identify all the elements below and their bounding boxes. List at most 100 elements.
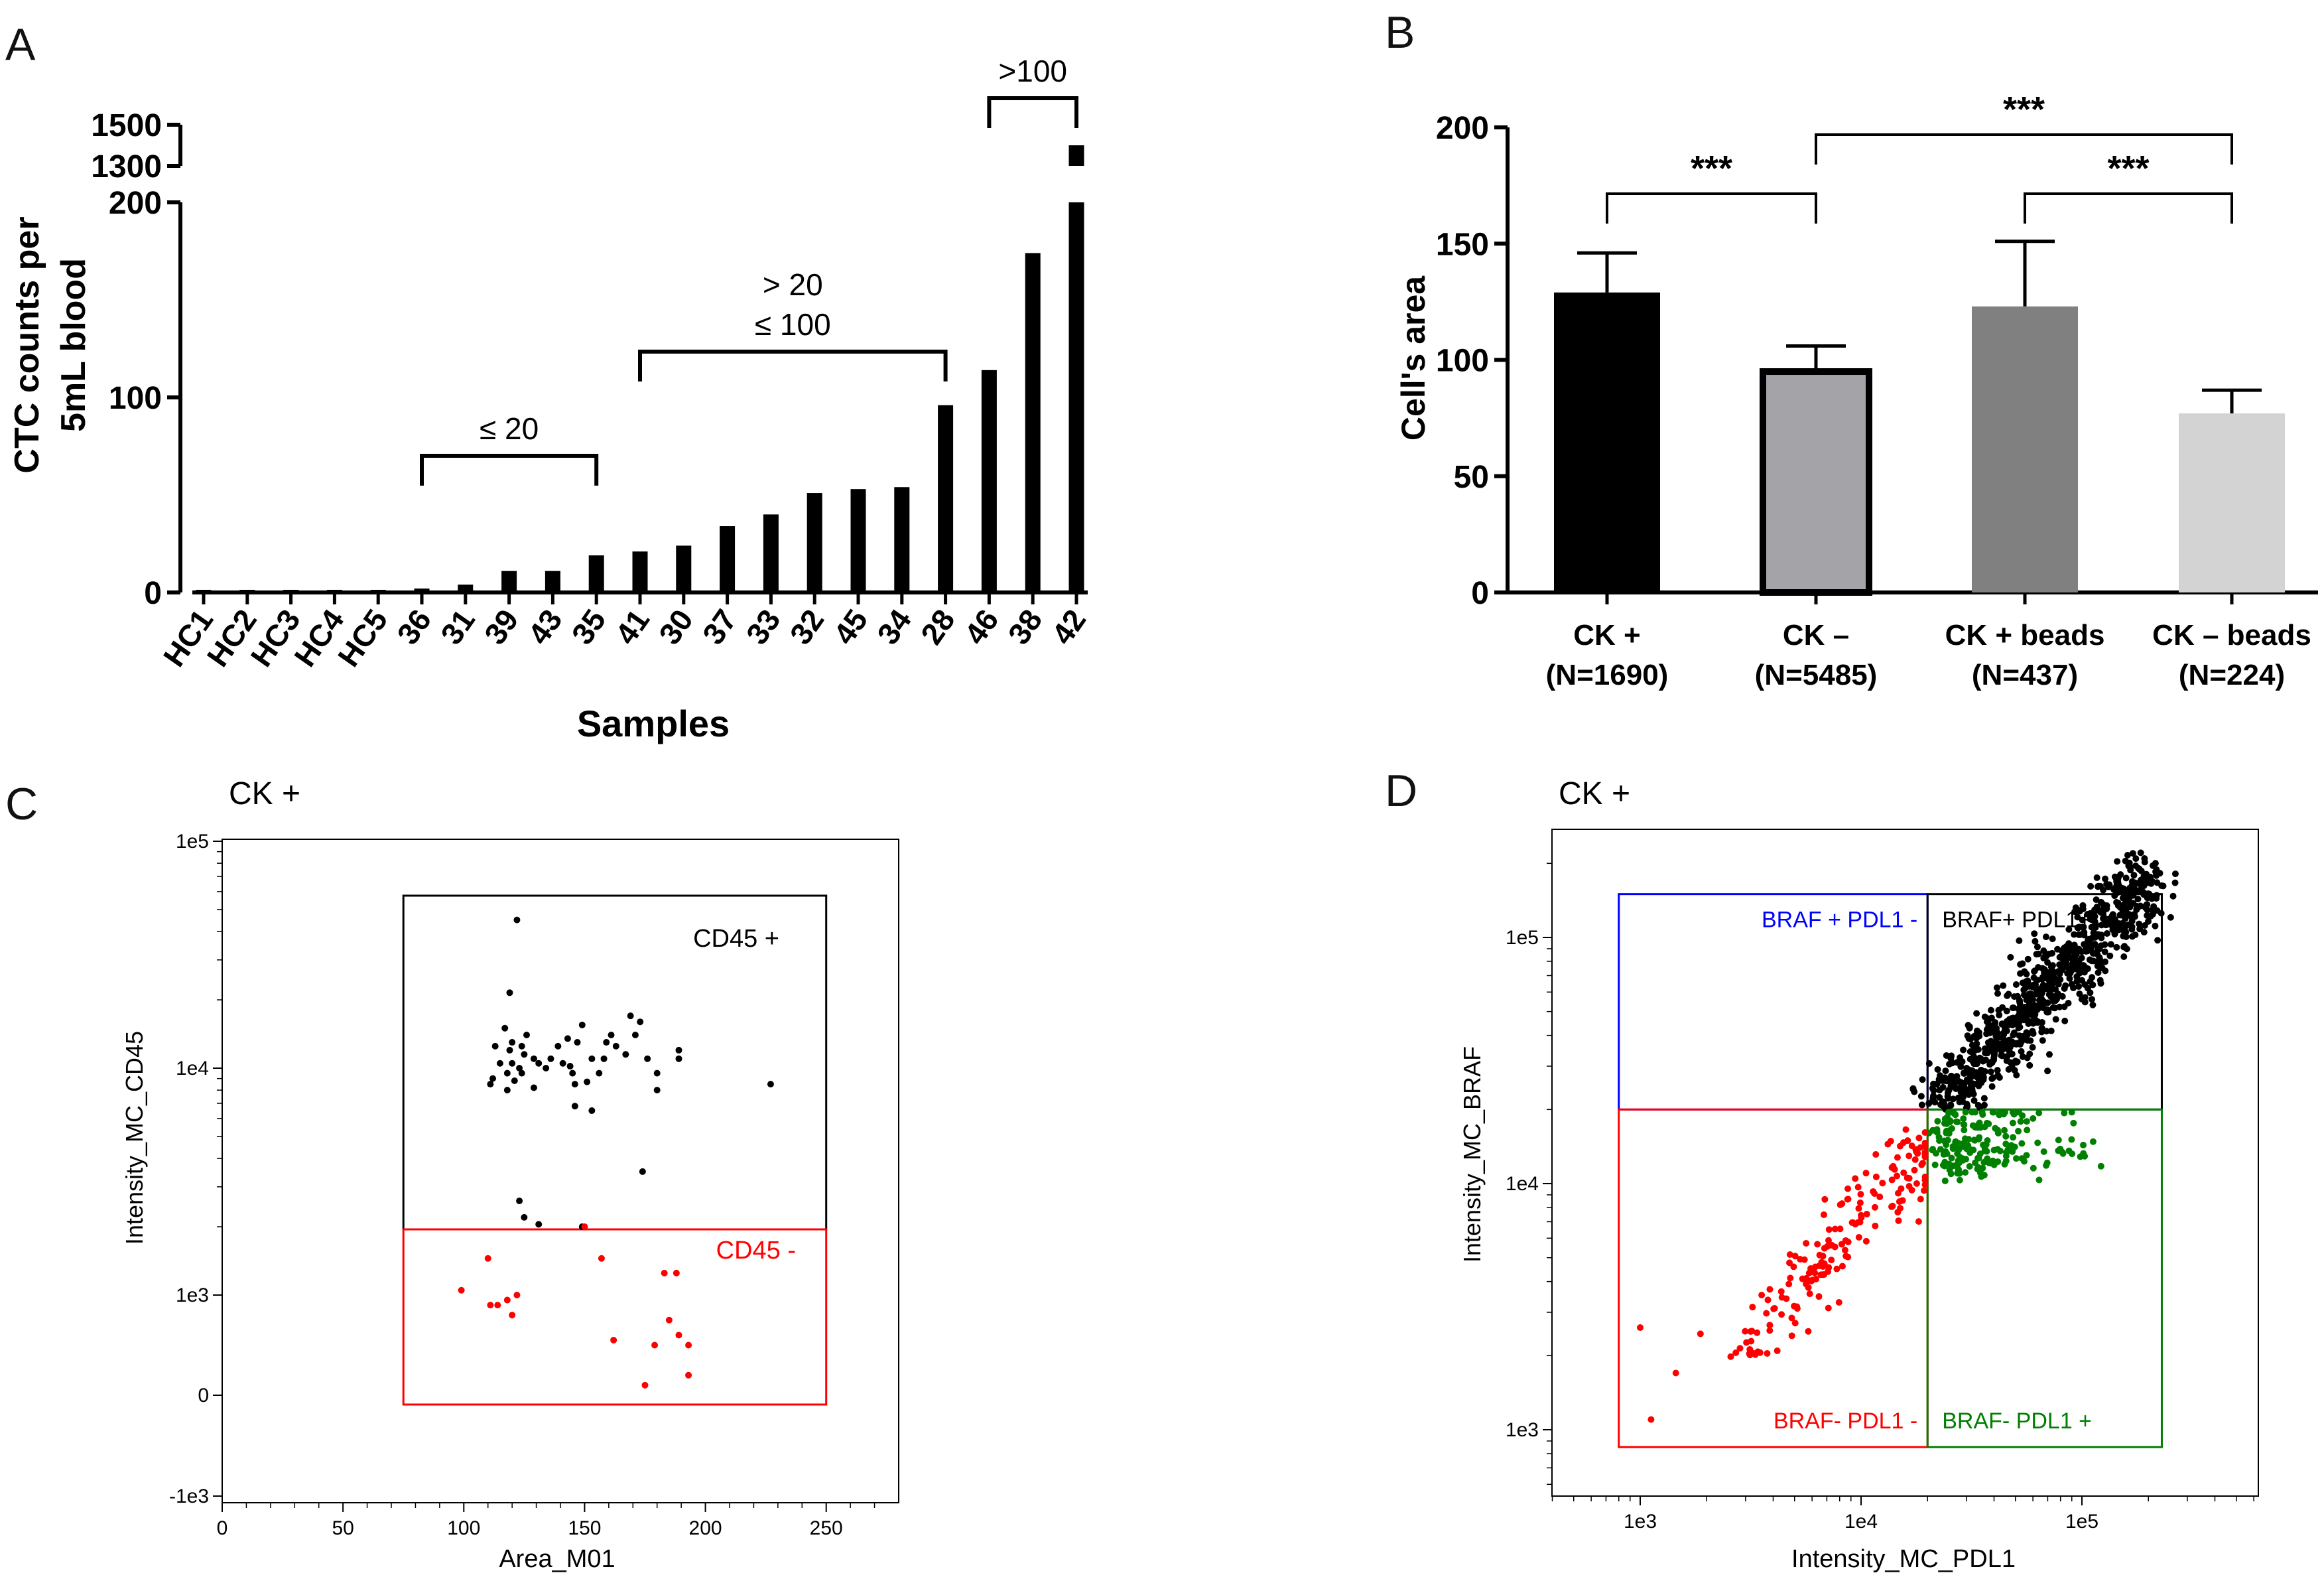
panel-c-point: [588, 1055, 596, 1062]
panel-c-point: [685, 1371, 692, 1379]
panel-d-point: [1994, 990, 2002, 997]
panel-d-point: [1727, 1353, 1734, 1360]
panel-d-xtick-label: 1e4: [1844, 1511, 1878, 1533]
panel-c-point: [581, 1223, 588, 1231]
panel-a-bar-upper: [1068, 145, 1084, 166]
panel-d-point: [1746, 1351, 1754, 1359]
panel-d-point: [1862, 1237, 1870, 1245]
panel-d-point: [1970, 1033, 1978, 1040]
panel-d-point: [1786, 1251, 1793, 1259]
panel-d-point: [1783, 1295, 1790, 1302]
panel-d-point: [1981, 1147, 1988, 1154]
panel-d-point: [1862, 1170, 1870, 1177]
panel-c-point: [530, 1084, 537, 1091]
panel-b-xtick-n: (N=1690): [1546, 659, 1669, 691]
panel-a-ytick-label: 200: [109, 186, 162, 221]
panel-a-bracket: [638, 350, 948, 381]
panel-d-point: [2007, 1059, 2014, 1066]
panel-d-frame: [1551, 829, 2259, 1497]
panel-d-point: [2128, 878, 2136, 885]
panel-d-point: [1856, 1199, 1864, 1206]
panel-d-point: [1990, 1040, 1997, 1048]
panel-d-point: [1838, 1241, 1845, 1248]
panel-d-gate-label: BRAF + PDL1 -: [1762, 908, 1917, 933]
panel-c-point: [569, 1069, 576, 1077]
panel-d-point: [2029, 1028, 2036, 1035]
panel-d-point: [1970, 1097, 1978, 1104]
panel-c-point: [506, 1046, 513, 1054]
panel-b-sig-label: ***: [1691, 149, 1732, 188]
panel-d-point: [2004, 992, 2011, 999]
panel-d-point: [2042, 933, 2049, 941]
panel-d-point: [1917, 1196, 1924, 1203]
panel-d-point: [2030, 996, 2037, 1003]
panel-d-point: [1933, 1081, 1941, 1088]
panel-c-scatter: CK + CD45 + CD45 - 0 50 100 150 200 250 -1e3 0 1e…: [121, 776, 899, 1573]
panel-d-point: [1801, 1256, 1808, 1263]
panel-a-bracket: [420, 454, 599, 486]
panel-d-point: [1900, 1169, 1907, 1176]
panel-d-point: [2012, 981, 2020, 989]
panel-d-point: [1935, 1134, 1943, 1141]
panel-d-gate-label: BRAF- PDL1 -: [1774, 1409, 1917, 1434]
panel-d-point: [1943, 1141, 1950, 1148]
panel-c-point: [675, 1332, 682, 1339]
panel-d-points: [1637, 849, 2179, 1423]
panel-d-point: [2116, 912, 2124, 919]
panel-d-ylabel: Intensity_MC_BRAF: [1458, 1046, 1486, 1263]
panel-d-point: [1758, 1291, 1766, 1298]
panel-d-point: [1913, 1180, 1920, 1187]
panel-d-point: [1962, 1135, 1969, 1142]
panel-d-point: [2024, 1127, 2031, 1134]
panel-a-bracket-label: >100: [998, 54, 1067, 88]
panel-a-ytick-label: 1500: [91, 108, 162, 143]
panel-d-point: [1929, 1097, 1937, 1104]
panel-d-point: [2067, 954, 2074, 961]
panel-c-point: [767, 1081, 774, 1088]
panel-d-point: [2030, 1164, 2037, 1172]
panel-d-point: [2015, 1024, 2022, 1032]
panel-d-point: [1911, 1156, 1919, 1163]
panel-d-point: [1921, 1176, 1929, 1184]
panel-c-gate-label: CD45 +: [693, 925, 779, 953]
panel-d-point: [2091, 933, 2098, 941]
panel-a-bar: [458, 584, 474, 592]
panel-b-sig-bracket: [2024, 192, 2233, 224]
panel-d-point: [1821, 1196, 1829, 1203]
panel-b-sig-bracket: [1606, 192, 1817, 224]
panel-c-point: [608, 1032, 615, 1039]
panel-a-bar: [763, 514, 779, 592]
panel-d-point: [2002, 1140, 2010, 1148]
panel-a-xtick-label: 36: [390, 603, 438, 651]
panel-d-point: [2089, 1138, 2097, 1145]
panel-d-point: [1959, 1093, 1967, 1100]
panel-a-xtick-label: 37: [696, 603, 743, 651]
panel-d-point: [2081, 994, 2089, 1001]
panel-c-point: [509, 1060, 516, 1067]
panel-b-bar: [1760, 368, 1872, 596]
panel-a-bar: [1025, 253, 1041, 592]
panel-d-point: [2114, 858, 2121, 865]
panel-d-point: [1960, 1115, 1967, 1123]
panel-c-point: [612, 1042, 619, 1050]
panel-c-point: [513, 916, 521, 924]
panel-d-point: [1804, 1276, 1811, 1284]
panel-c-point: [596, 1069, 603, 1077]
panel-c-xtick-label: 100: [447, 1517, 480, 1539]
panel-d-point: [2061, 1109, 2068, 1117]
panel-d-point: [2080, 1150, 2087, 1157]
panel-d-point: [2031, 968, 2038, 975]
panel-d-point: [1945, 1109, 1952, 1116]
panel-d-point: [2069, 1150, 2076, 1158]
panel-d-point: [1919, 1160, 1927, 1167]
panel-c-point: [600, 1055, 608, 1062]
panel-d-point: [2077, 931, 2084, 938]
panel-d-point: [1987, 1047, 1994, 1054]
panel-d-point: [1969, 1087, 1976, 1095]
panel-d-point: [2073, 950, 2080, 957]
panel-d-point: [2044, 959, 2051, 966]
panel-d-point: [1980, 1095, 1988, 1102]
panel-d-point: [1960, 1069, 1967, 1077]
panel-d-point: [2040, 1148, 2047, 1155]
panel-d-point: [2035, 1109, 2043, 1117]
